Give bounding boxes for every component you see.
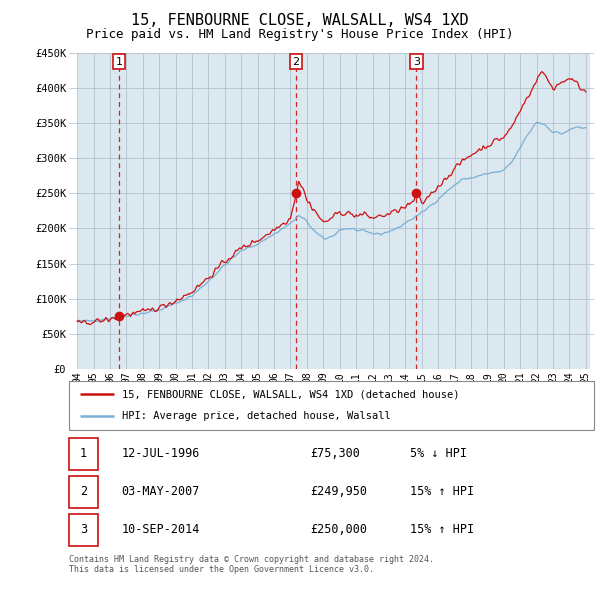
Text: 15% ↑ HPI: 15% ↑ HPI (410, 523, 475, 536)
Text: 12-JUL-1996: 12-JUL-1996 (121, 447, 200, 460)
Text: 3: 3 (80, 523, 87, 536)
Text: 15, FENBOURNE CLOSE, WALSALL, WS4 1XD (detached house): 15, FENBOURNE CLOSE, WALSALL, WS4 1XD (d… (121, 389, 459, 399)
FancyBboxPatch shape (69, 381, 594, 430)
Text: 5% ↓ HPI: 5% ↓ HPI (410, 447, 467, 460)
Text: 2: 2 (80, 486, 87, 499)
FancyBboxPatch shape (69, 476, 98, 508)
Text: HPI: Average price, detached house, Walsall: HPI: Average price, detached house, Wals… (121, 411, 390, 421)
Bar (69, 53, 78, 369)
Text: 1: 1 (115, 57, 122, 67)
Text: 10-SEP-2014: 10-SEP-2014 (121, 523, 200, 536)
Text: 15% ↑ HPI: 15% ↑ HPI (410, 486, 475, 499)
Text: Contains HM Land Registry data © Crown copyright and database right 2024.
This d: Contains HM Land Registry data © Crown c… (69, 555, 434, 574)
Text: Price paid vs. HM Land Registry's House Price Index (HPI): Price paid vs. HM Land Registry's House … (86, 28, 514, 41)
Bar (590, 53, 600, 369)
Text: 3: 3 (413, 57, 420, 67)
Text: £249,950: £249,950 (311, 486, 367, 499)
Text: 2: 2 (293, 57, 299, 67)
FancyBboxPatch shape (69, 438, 98, 470)
Text: 1: 1 (80, 447, 87, 460)
Text: £75,300: £75,300 (311, 447, 361, 460)
FancyBboxPatch shape (69, 514, 98, 546)
Text: £250,000: £250,000 (311, 523, 367, 536)
Text: 15, FENBOURNE CLOSE, WALSALL, WS4 1XD: 15, FENBOURNE CLOSE, WALSALL, WS4 1XD (131, 13, 469, 28)
Text: 03-MAY-2007: 03-MAY-2007 (121, 486, 200, 499)
